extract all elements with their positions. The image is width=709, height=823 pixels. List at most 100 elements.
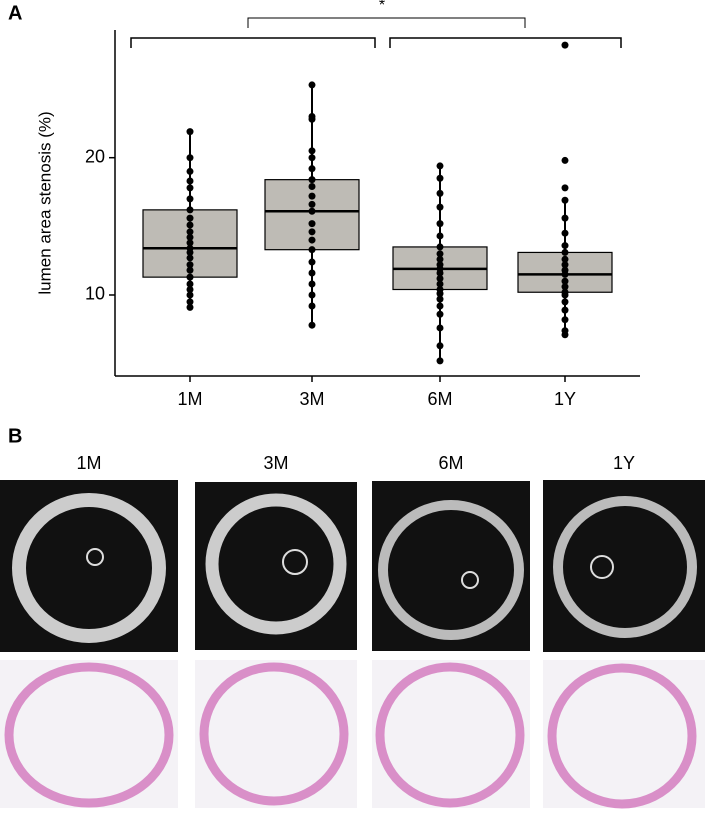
image-label: 3M xyxy=(263,453,288,473)
oct-image xyxy=(0,480,178,652)
data-point xyxy=(308,165,316,173)
data-point xyxy=(186,167,194,175)
data-point xyxy=(561,266,569,274)
data-point xyxy=(436,310,444,318)
data-point xyxy=(561,196,569,204)
x-tick-label: 1Y xyxy=(554,389,576,409)
data-point xyxy=(561,288,569,296)
vessel-wall xyxy=(12,493,166,643)
data-point xyxy=(308,291,316,299)
data-point xyxy=(436,255,444,263)
vessel-wall xyxy=(553,496,697,638)
data-point xyxy=(186,280,194,288)
data-point xyxy=(561,316,569,324)
data-point xyxy=(308,81,316,89)
image-label: 6M xyxy=(438,453,463,473)
data-point xyxy=(561,156,569,164)
data-point xyxy=(436,162,444,170)
data-point xyxy=(436,286,444,293)
data-point xyxy=(308,280,316,288)
data-point xyxy=(308,258,316,266)
data-point xyxy=(186,221,194,229)
data-point xyxy=(308,321,316,329)
data-point xyxy=(561,214,569,222)
data-point xyxy=(436,189,444,197)
data-point xyxy=(308,236,316,244)
panel-label: A xyxy=(8,2,22,24)
data-point xyxy=(186,298,194,306)
data-point xyxy=(561,298,569,306)
data-point xyxy=(186,254,194,262)
significance: * xyxy=(379,0,385,14)
data-point xyxy=(561,184,569,192)
data-point xyxy=(186,291,194,299)
image-label: 1M xyxy=(76,453,101,473)
data-point xyxy=(436,261,444,269)
vessel-wall xyxy=(205,493,347,635)
x-tick-label: 6M xyxy=(427,389,452,409)
data-point xyxy=(561,277,569,285)
data-point xyxy=(308,113,316,120)
data-point xyxy=(186,184,194,192)
data-point xyxy=(436,250,444,258)
data-point xyxy=(308,302,316,310)
data-point xyxy=(436,342,444,350)
data-point xyxy=(186,233,194,241)
data-point xyxy=(436,243,444,251)
y-axis-label: lumen area stenosis (%) xyxy=(35,111,54,294)
data-point xyxy=(436,357,444,365)
data-point xyxy=(308,269,316,277)
data-point xyxy=(186,154,194,162)
data-point xyxy=(436,203,444,211)
image-label: 1Y xyxy=(613,453,635,473)
data-point xyxy=(561,283,569,291)
data-point xyxy=(561,261,569,269)
data-point xyxy=(436,174,444,182)
data-point xyxy=(308,154,316,162)
data-point xyxy=(561,242,569,250)
data-point xyxy=(186,273,194,281)
data-point xyxy=(436,280,444,288)
data-point xyxy=(186,239,194,247)
data-point xyxy=(561,248,569,256)
data-point xyxy=(436,295,444,303)
data-point xyxy=(436,232,444,240)
vessel-wall xyxy=(378,500,524,640)
data-point xyxy=(308,228,316,236)
data-point xyxy=(561,306,569,314)
significance-brackets xyxy=(130,17,622,48)
data-point xyxy=(436,275,444,283)
bracket xyxy=(247,17,526,28)
data-point xyxy=(308,183,316,191)
data-point xyxy=(308,207,316,215)
data-point xyxy=(186,286,194,293)
data-point xyxy=(561,327,569,335)
data-point xyxy=(561,41,569,49)
data-point xyxy=(308,220,316,228)
data-point xyxy=(436,324,444,332)
x-tick-label: 3M xyxy=(299,389,324,409)
data-point xyxy=(186,128,194,136)
histology-images xyxy=(0,660,705,809)
data-point xyxy=(186,261,194,269)
data-point xyxy=(186,244,194,252)
oct-image xyxy=(543,480,705,652)
data-point xyxy=(186,303,194,311)
x-tick-label: 1M xyxy=(177,389,202,409)
data-point xyxy=(186,228,194,236)
data-point xyxy=(186,206,194,214)
data-point xyxy=(186,195,194,203)
data-point xyxy=(186,214,194,222)
data-point xyxy=(308,246,316,254)
y-tick-label: 20 xyxy=(85,146,105,166)
data-point xyxy=(436,220,444,228)
data-point xyxy=(561,255,569,263)
y-tick-label: 10 xyxy=(85,284,105,304)
panel-label: B xyxy=(8,425,22,447)
data-point xyxy=(561,229,569,237)
oct-images xyxy=(0,480,705,652)
data-point xyxy=(436,302,444,310)
bracket xyxy=(389,37,622,48)
data-point xyxy=(308,147,316,155)
